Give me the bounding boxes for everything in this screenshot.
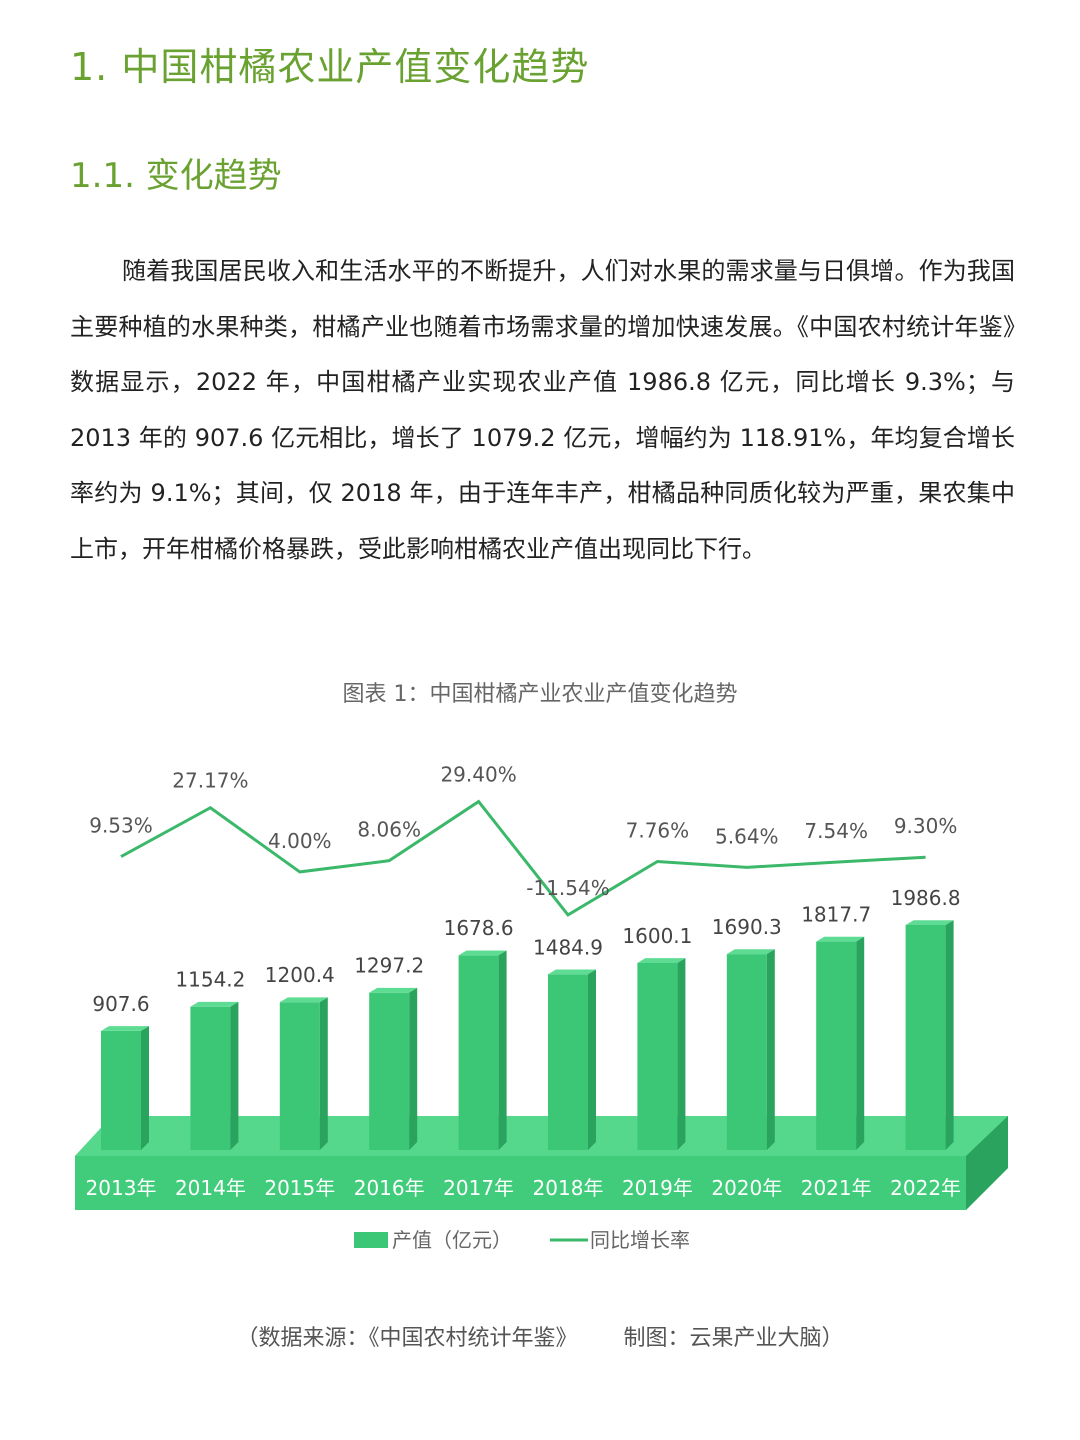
legend-bar-swatch — [354, 1232, 388, 1248]
bar-side — [498, 950, 507, 1150]
growth-rate-label: 8.06% — [357, 818, 421, 842]
bar-value-label: 907.6 — [92, 992, 149, 1016]
growth-rate-label: 29.40% — [440, 763, 516, 787]
category-label: 2022年 — [890, 1176, 961, 1200]
bar-front — [279, 1002, 320, 1150]
section-heading: 1. 中国柑橘农业产值变化趋势 — [70, 45, 590, 89]
bar-top — [190, 1001, 239, 1007]
growth-rate-label: 7.76% — [626, 819, 690, 843]
bar-top — [279, 997, 328, 1003]
category-label: 2021年 — [801, 1176, 872, 1200]
chart-source-note: （数据来源：《中国农村统计年鉴》 制图：云果产业大脑） — [0, 1320, 1080, 1352]
bar-top — [637, 958, 686, 963]
bar — [369, 987, 418, 1150]
bar-front — [101, 1030, 141, 1150]
bar-value-label: 1297.2 — [354, 954, 424, 978]
bar-value-label: 1154.2 — [175, 968, 245, 992]
category-label: 2020年 — [711, 1176, 782, 1200]
bar-side — [677, 958, 686, 1150]
bar — [190, 1001, 239, 1150]
growth-rate-label: 7.54% — [804, 819, 868, 843]
bar-front — [816, 941, 857, 1150]
legend-bar-label: 产值（亿元） — [392, 1228, 512, 1252]
bar-top — [548, 969, 596, 975]
bar — [279, 997, 328, 1150]
bar-value-label: 1484.9 — [533, 935, 603, 959]
bar-value-label: 1817.7 — [801, 903, 871, 927]
output-value-chart: 907.6 1154.2 1200.4 1297.2 1678.6 1484.9 1600.… — [75, 763, 1008, 1252]
chart-credit-text: 制图：云果产业大脑） — [623, 1326, 844, 1351]
bar-side — [141, 1026, 149, 1150]
category-label: 2017年 — [443, 1176, 514, 1200]
growth-rate-label: -11.54% — [526, 876, 609, 900]
bar-top — [369, 987, 418, 993]
bar-value-label: 1986.8 — [891, 886, 961, 910]
bar — [905, 920, 954, 1150]
bar-front — [458, 955, 499, 1150]
chart-caption: 图表 1：中国柑橘产业农业产值变化趋势 — [342, 682, 738, 707]
bar-side — [945, 920, 954, 1150]
bar-top — [101, 1026, 149, 1031]
bar-front — [905, 925, 946, 1150]
growth-rate-label: 4.00% — [268, 829, 332, 853]
body-paragraph: 随着我国居民收入和生活水平的不断提升，人们对水果的需求量与日俱增。作为我国主要种… — [70, 257, 1015, 563]
bar-front — [726, 954, 767, 1150]
bar-value-label: 1200.4 — [265, 963, 335, 987]
bar — [458, 950, 507, 1150]
bar-side — [766, 949, 775, 1150]
data-source-text: （数据来源：《中国农村统计年鉴》 — [236, 1326, 578, 1351]
category-label: 2013年 — [86, 1176, 157, 1200]
bar-side — [588, 969, 596, 1150]
bar-value-label: 1690.3 — [712, 915, 782, 939]
category-label: 2016年 — [354, 1176, 425, 1200]
bar — [726, 949, 775, 1150]
category-label: 2014年 — [175, 1176, 246, 1200]
bar-top — [458, 950, 507, 956]
bar-side — [319, 997, 328, 1150]
bar — [548, 969, 596, 1150]
bar-side — [230, 1001, 239, 1150]
bar — [101, 1026, 149, 1150]
growth-rate-line — [120, 799, 926, 917]
legend-line-label: 同比增长率 — [590, 1228, 690, 1252]
category-label: 2015年 — [264, 1176, 335, 1200]
bar-front — [190, 1006, 231, 1150]
bar-top — [905, 920, 954, 925]
bar-front — [548, 974, 588, 1150]
chart-base-side — [966, 1116, 1008, 1210]
bar-front — [637, 962, 678, 1150]
subsection-heading: 1.1. 变化趋势 — [70, 156, 282, 196]
growth-rate-label: 27.17% — [172, 769, 248, 793]
bar-value-label: 1600.1 — [622, 924, 692, 948]
bar-top — [816, 936, 865, 942]
bar — [816, 936, 865, 1150]
bar-top — [726, 949, 775, 955]
bar — [637, 958, 686, 1150]
category-label: 2019年 — [622, 1176, 693, 1200]
bar-side — [409, 987, 418, 1150]
bar-front — [369, 992, 410, 1150]
bar-value-label: 1678.6 — [444, 916, 514, 940]
growth-rate-label: 9.30% — [894, 814, 958, 838]
bar-side — [856, 936, 865, 1150]
growth-rate-label: 5.64% — [715, 824, 779, 848]
growth-rate-label: 9.53% — [89, 814, 153, 838]
category-label: 2018年 — [533, 1176, 604, 1200]
